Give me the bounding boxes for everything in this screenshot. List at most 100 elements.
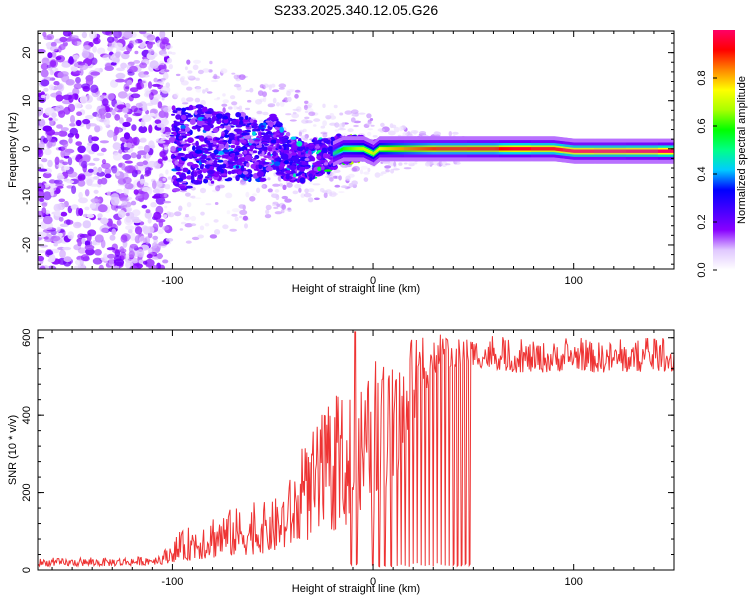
spectral-speckle	[239, 209, 248, 215]
spectral-speckle	[41, 202, 48, 207]
spectral-blob	[252, 128, 256, 133]
spectral-ridge	[520, 147, 523, 151]
spectral-speckle	[238, 105, 243, 111]
spectral-speckle	[126, 196, 133, 200]
y-tick-label: 20	[21, 47, 33, 59]
spectral-speckle	[162, 259, 169, 264]
spectral-blob	[270, 139, 277, 144]
spectral-speckle	[214, 202, 219, 205]
spectral-blob	[215, 171, 220, 175]
spectral-ridge	[469, 147, 472, 151]
spectral-speckle	[86, 213, 95, 219]
spectral-ridge	[339, 148, 342, 152]
spectral-speckle	[294, 89, 301, 93]
spectral-ridge	[543, 147, 546, 151]
spectral-ridge	[362, 147, 364, 151]
spectral-speckle	[38, 231, 47, 238]
spectral-ridge	[343, 147, 345, 151]
spectral-speckle	[370, 124, 375, 127]
spectral-blob	[243, 134, 251, 139]
spectral-ridge	[502, 147, 505, 151]
spectral-speckle	[61, 145, 67, 151]
spectral-speckle	[369, 118, 374, 121]
spectral-speckle	[194, 197, 202, 200]
spectral-speckle	[102, 98, 109, 107]
spectral-speckle	[158, 64, 166, 70]
spectral-speckle	[262, 111, 269, 116]
spectral-speckle	[97, 204, 108, 213]
spectral-speckle	[63, 151, 71, 156]
spectral-blob	[200, 159, 207, 163]
spectral-blob	[177, 152, 186, 156]
spectral-speckle	[333, 104, 338, 109]
spectral-speckle	[152, 180, 157, 190]
spectral-blob	[182, 145, 188, 149]
spectral-speckle	[245, 89, 250, 92]
spectral-ridge	[632, 149, 635, 153]
spectral-blob	[203, 178, 209, 184]
spectral-ridge	[475, 147, 478, 151]
spectral-speckle	[221, 103, 228, 107]
spectral-ridge	[486, 147, 489, 151]
spectral-speckle	[323, 192, 328, 199]
spectral-ridge	[442, 147, 445, 151]
spectrogram-ylabel: Frequency (Hz)	[7, 112, 19, 188]
spectral-ridge	[662, 149, 664, 153]
spectral-ridge	[592, 149, 595, 153]
spectral-speckle	[225, 192, 233, 199]
spectral-blob	[187, 137, 194, 144]
spectral-speckle	[84, 244, 95, 250]
spectral-blob	[264, 128, 272, 132]
spectral-speckle	[152, 188, 160, 194]
spectral-speckle	[205, 87, 209, 93]
spectral-blob	[196, 181, 201, 185]
spectral-ridge	[344, 147, 346, 151]
spectral-blob	[267, 164, 272, 167]
spectral-blob	[170, 145, 176, 152]
spectral-speckle	[285, 113, 292, 116]
spectral-speckle	[136, 153, 142, 160]
spectral-speckle	[167, 176, 172, 180]
spectral-speckle	[60, 127, 69, 132]
spectral-speckle	[92, 37, 101, 45]
spectral-speckle	[338, 191, 345, 194]
spectral-speckle	[138, 80, 146, 84]
spectral-speckle	[163, 193, 167, 198]
spectral-speckle	[122, 176, 132, 184]
spectral-ridge	[671, 149, 673, 153]
spectral-ridge	[649, 149, 652, 153]
spectral-speckle	[273, 206, 279, 209]
spectral-speckle	[329, 115, 337, 120]
spectral-ridge	[565, 148, 568, 152]
spectral-ridge	[531, 147, 534, 151]
spectral-ridge	[424, 147, 427, 151]
spectral-blob	[207, 174, 215, 177]
spectral-speckle	[209, 234, 218, 239]
spectral-ridge	[659, 149, 661, 153]
spectral-speckle	[67, 57, 75, 65]
spectral-blob	[184, 153, 190, 158]
spectral-speckle	[199, 225, 205, 231]
colorbar-label: Normalized spectral amplitude	[736, 76, 748, 224]
spectral-speckle	[105, 112, 112, 119]
spectral-speckle	[166, 45, 173, 49]
spectral-ridge	[375, 150, 377, 154]
spectral-speckle	[193, 59, 201, 64]
spectral-blob	[237, 147, 246, 151]
spectral-speckle	[231, 213, 238, 217]
spectral-ridge	[482, 147, 485, 151]
spectral-blob	[233, 155, 239, 162]
spectral-ridge	[512, 147, 515, 151]
spectral-blob	[212, 127, 219, 133]
spectral-speckle	[107, 46, 113, 52]
spectral-speckle	[98, 108, 107, 115]
spectral-blob	[285, 173, 290, 180]
spectral-speckle	[272, 183, 280, 187]
spectral-blob	[284, 160, 289, 165]
spectral-speckle	[152, 195, 160, 199]
spectral-blob	[327, 151, 335, 155]
spectral-ridge	[498, 147, 501, 151]
spectral-speckle	[43, 87, 49, 92]
spectral-speckle	[40, 63, 49, 70]
spectral-ridge	[466, 147, 469, 151]
